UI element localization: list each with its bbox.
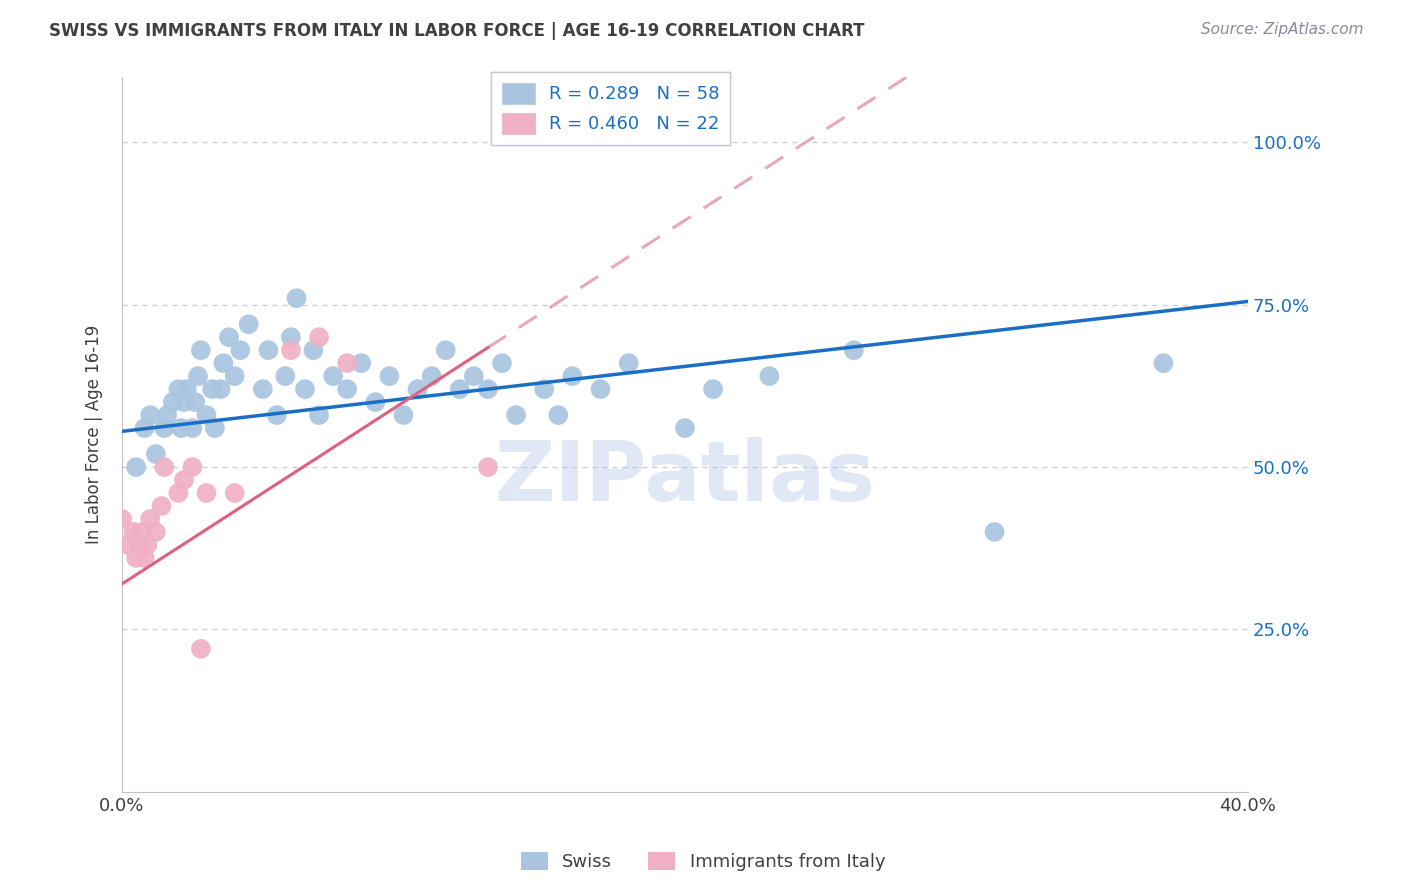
Point: [238, 317, 260, 331]
Point: [406, 382, 429, 396]
Y-axis label: In Labor Force | Age 16-19: In Labor Force | Age 16-19: [86, 325, 103, 544]
Point: [134, 421, 156, 435]
Point: [153, 421, 176, 435]
Point: [308, 408, 330, 422]
Point: [167, 486, 190, 500]
Point: [117, 538, 139, 552]
Point: [176, 382, 198, 396]
Point: [204, 421, 226, 435]
Point: [505, 408, 527, 422]
Point: [308, 330, 330, 344]
Point: [229, 343, 252, 358]
Point: [1152, 356, 1174, 370]
Point: [209, 382, 232, 396]
Point: [491, 356, 513, 370]
Point: [280, 330, 302, 344]
Point: [257, 343, 280, 358]
Legend: Swiss, Immigrants from Italy: Swiss, Immigrants from Italy: [513, 845, 893, 879]
Point: [224, 369, 246, 384]
Point: [136, 538, 159, 552]
Point: [218, 330, 240, 344]
Point: [111, 512, 134, 526]
Point: [285, 291, 308, 305]
Point: [125, 550, 148, 565]
Point: [156, 408, 179, 422]
Point: [434, 343, 457, 358]
Point: [547, 408, 569, 422]
Point: [463, 369, 485, 384]
Point: [274, 369, 297, 384]
Point: [128, 538, 150, 552]
Point: [195, 408, 218, 422]
Point: [477, 382, 499, 396]
Point: [190, 641, 212, 656]
Point: [533, 382, 555, 396]
Point: [266, 408, 288, 422]
Point: [170, 421, 193, 435]
Point: [392, 408, 415, 422]
Point: [145, 447, 167, 461]
Point: [420, 369, 443, 384]
Point: [280, 343, 302, 358]
Point: [294, 382, 316, 396]
Point: [190, 343, 212, 358]
Point: [181, 460, 204, 475]
Point: [173, 395, 195, 409]
Text: Source: ZipAtlas.com: Source: ZipAtlas.com: [1201, 22, 1364, 37]
Text: SWISS VS IMMIGRANTS FROM ITALY IN LABOR FORCE | AGE 16-19 CORRELATION CHART: SWISS VS IMMIGRANTS FROM ITALY IN LABOR …: [49, 22, 865, 40]
Point: [145, 524, 167, 539]
Point: [131, 524, 153, 539]
Point: [181, 421, 204, 435]
Point: [561, 369, 583, 384]
Point: [336, 382, 359, 396]
Point: [122, 524, 145, 539]
Point: [134, 550, 156, 565]
Point: [187, 369, 209, 384]
Point: [212, 356, 235, 370]
Point: [201, 382, 224, 396]
Point: [195, 486, 218, 500]
Point: [983, 524, 1005, 539]
Point: [162, 395, 184, 409]
Point: [150, 499, 173, 513]
Point: [125, 460, 148, 475]
Point: [758, 369, 780, 384]
Point: [322, 369, 344, 384]
Point: [477, 460, 499, 475]
Point: [617, 356, 640, 370]
Legend: R = 0.289   N = 58, R = 0.460   N = 22: R = 0.289 N = 58, R = 0.460 N = 22: [491, 72, 731, 145]
Point: [252, 382, 274, 396]
Point: [842, 343, 865, 358]
Point: [224, 486, 246, 500]
Point: [173, 473, 195, 487]
Point: [302, 343, 325, 358]
Point: [364, 395, 387, 409]
Point: [673, 421, 696, 435]
Point: [184, 395, 207, 409]
Point: [589, 382, 612, 396]
Point: [139, 408, 162, 422]
Point: [702, 382, 724, 396]
Point: [378, 369, 401, 384]
Point: [139, 512, 162, 526]
Point: [153, 460, 176, 475]
Text: ZIPatlas: ZIPatlas: [495, 437, 876, 518]
Point: [350, 356, 373, 370]
Point: [449, 382, 471, 396]
Point: [336, 356, 359, 370]
Point: [167, 382, 190, 396]
